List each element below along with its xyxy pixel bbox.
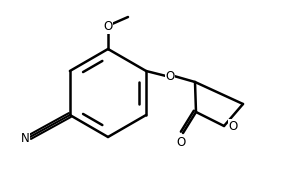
Text: O: O xyxy=(176,136,186,148)
Text: N: N xyxy=(21,132,29,144)
Text: O: O xyxy=(103,20,113,34)
Text: O: O xyxy=(228,120,238,132)
Text: O: O xyxy=(165,69,175,83)
